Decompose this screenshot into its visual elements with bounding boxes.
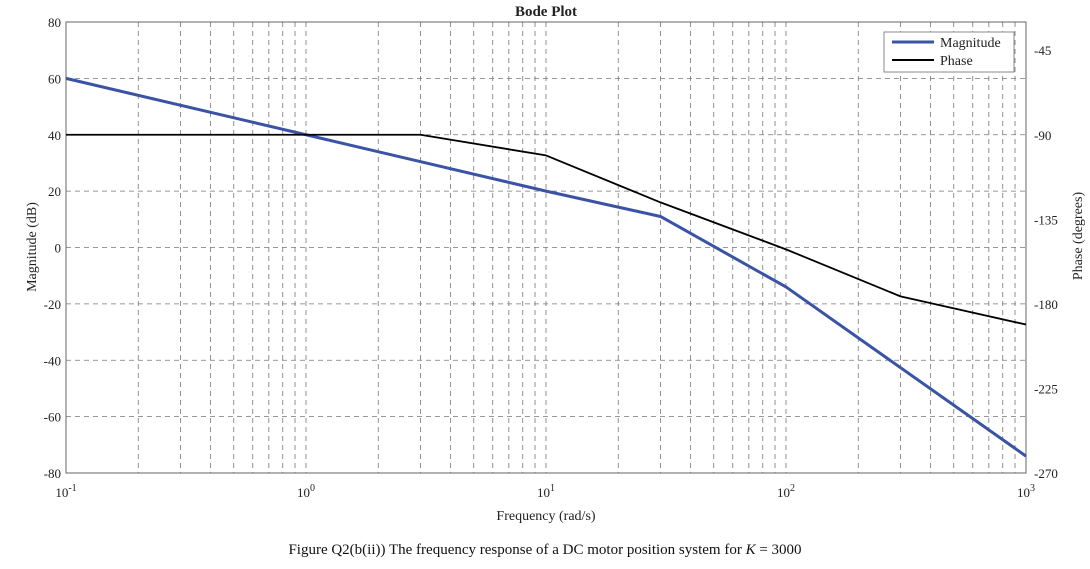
series-line-magnitude xyxy=(65,76,1027,458)
y2-tick-label: -270 xyxy=(1034,466,1058,481)
y-tick-label: -80 xyxy=(44,466,61,481)
y-tick-label: -20 xyxy=(44,297,61,312)
data-series xyxy=(65,76,1027,458)
y-axis-label: Magnitude (dB) xyxy=(25,202,40,292)
y2-axis-label: Phase (degrees) xyxy=(1071,192,1086,281)
caption-prefix: Figure Q2(b(ii)) The frequency response … xyxy=(288,542,746,558)
tick-labels: 806040200-20-40-60-800-45-90-135-180-225… xyxy=(44,15,1058,500)
y2-tick-label: -45 xyxy=(1034,43,1051,58)
caption-variable: K xyxy=(745,542,756,558)
x-tick-label: 101 xyxy=(537,483,555,500)
y2-tick-label: -90 xyxy=(1034,128,1051,143)
y-tick-label: 0 xyxy=(55,241,62,256)
x-tick-label: 103 xyxy=(1017,483,1035,500)
grid-lines xyxy=(66,22,1026,473)
y-tick-label: 60 xyxy=(48,71,61,86)
y-tick-label: 20 xyxy=(48,184,61,199)
x-tick-label: 102 xyxy=(777,483,795,500)
plot-frame xyxy=(65,21,1027,474)
legend-label-phase: Phase xyxy=(940,54,973,69)
y2-tick-label: -180 xyxy=(1034,297,1058,312)
y2-tick-label: -225 xyxy=(1034,381,1058,396)
y-tick-label: 80 xyxy=(48,15,61,30)
caption-value: = 3000 xyxy=(755,542,802,558)
series-line-phase xyxy=(66,133,1027,326)
y-tick-label: 40 xyxy=(48,128,61,143)
y2-tick-label: -135 xyxy=(1034,212,1058,227)
legend-box xyxy=(883,31,1015,73)
legend: Magnitude Phase xyxy=(883,31,1015,73)
x-tick-label: 100 xyxy=(297,483,315,500)
figure-caption: Figure Q2(b(ii)) The frequency response … xyxy=(0,542,1090,559)
x-tick-label: 10-1 xyxy=(55,483,76,500)
y-tick-label: -40 xyxy=(44,353,61,368)
chart-title: Bode Plot xyxy=(515,4,577,20)
legend-label-magnitude: Magnitude xyxy=(940,36,1001,51)
y-tick-label: -60 xyxy=(44,410,61,425)
x-axis-label: Frequency (rad/s) xyxy=(496,509,595,524)
